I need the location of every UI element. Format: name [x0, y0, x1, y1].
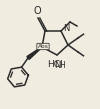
Text: O: O [34, 5, 41, 15]
Text: H: H [59, 60, 65, 70]
Polygon shape [27, 47, 42, 59]
Text: N: N [54, 60, 61, 70]
Text: HCl: HCl [47, 60, 63, 68]
Text: N: N [64, 24, 70, 33]
Text: Abs: Abs [38, 44, 48, 49]
